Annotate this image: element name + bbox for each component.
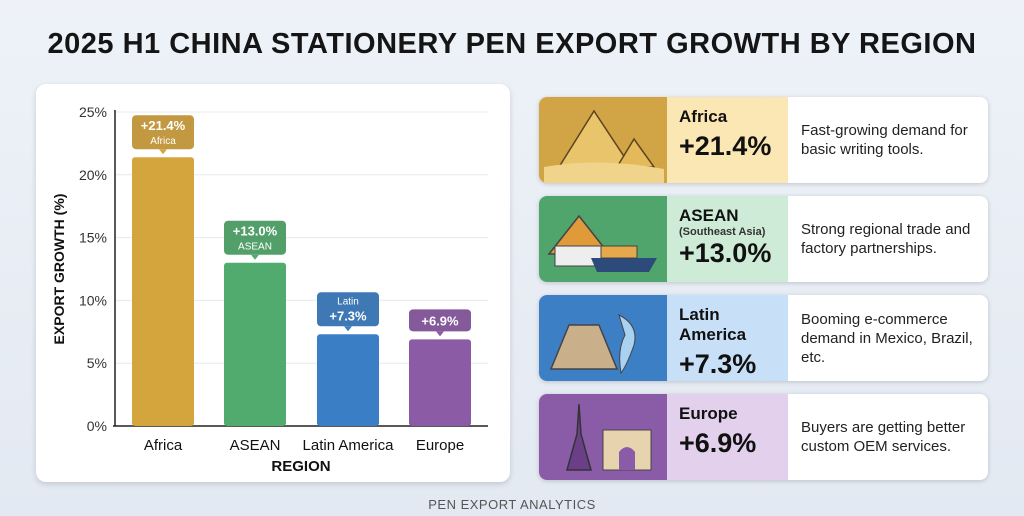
data-label-pointer (436, 331, 444, 337)
region-name: Europe (679, 404, 738, 423)
x-axis-title: REGION (271, 458, 330, 475)
data-label-pointer (344, 326, 352, 332)
region-card-europe: Europe +6.9% Buyers are getting better c… (539, 394, 988, 480)
data-label-sub: Latin (337, 296, 359, 307)
data-label-pointer (251, 254, 259, 260)
region-growth: +7.3% (679, 349, 757, 379)
region-growth: +6.9% (679, 428, 757, 458)
bar-africa (132, 157, 194, 426)
y-tick-label: 25% (79, 104, 107, 120)
y-axis-title: EXPORT GROWTH (%) (51, 194, 67, 345)
region-value-panel: Latin America +7.3% (667, 295, 788, 381)
x-tick-label: Africa (144, 437, 183, 454)
y-tick-label: 10% (79, 292, 107, 308)
mayan-pyramid-icon (539, 295, 667, 381)
data-label-box (409, 309, 471, 332)
temple-ship-icon (539, 196, 667, 282)
region-description: Booming e-commerce demand in Mexico, Bra… (801, 310, 973, 366)
eiffel-arc-icon (539, 394, 667, 480)
y-tick-label: 20% (79, 167, 107, 183)
region-card-asean: ASEAN (Southeast Asia) +13.0% Strong reg… (539, 196, 988, 282)
page-title: 2025 H1 CHINA STATIONERY PEN EXPORT GROW… (47, 28, 977, 60)
bar-asean (224, 262, 286, 426)
region-description: Fast-growing demand for basic writing to… (801, 122, 968, 158)
region-value-panel: Europe +6.9% (667, 394, 788, 480)
region-value-panel: Africa +21.4% (667, 97, 788, 183)
x-tick-label: Latin America (303, 437, 395, 454)
y-tick-label: 0% (87, 418, 107, 434)
y-tick-label: 5% (87, 355, 107, 371)
data-label-value: +21.4% (141, 118, 186, 133)
pyramids-icon (539, 97, 667, 183)
region-value-panel: ASEAN (Southeast Asia) +13.0% (667, 196, 788, 282)
footer: PEN EXPORT ANALYTICS (428, 497, 596, 512)
bar-latin-america (317, 334, 379, 426)
data-label-sub: Africa (150, 136, 176, 147)
region-description: Buyers are getting better custom OEM ser… (801, 419, 966, 455)
bar-europe (409, 339, 471, 426)
region-growth: +13.0% (679, 238, 772, 268)
data-label-pointer (159, 149, 167, 155)
data-label-value: +6.9% (421, 313, 459, 328)
y-tick-label: 15% (79, 230, 107, 246)
data-label-box (317, 292, 379, 327)
region-name: Africa (679, 107, 728, 126)
data-label-value: +13.0% (233, 224, 278, 239)
data-label-box (132, 115, 194, 150)
data-label-sub: ASEAN (238, 242, 272, 253)
data-label-box (224, 220, 286, 255)
region-subtitle: (Southeast Asia) (679, 226, 766, 238)
x-tick-label: Europe (416, 437, 464, 454)
x-tick-label: ASEAN (230, 437, 281, 454)
region-name: Latin America (679, 305, 747, 344)
region-name: ASEAN (679, 206, 739, 225)
region-card-latin-america: Latin America +7.3% Booming e-commerce d… (539, 295, 988, 381)
data-label-value: +7.3% (329, 308, 367, 323)
region-card-africa: Africa +21.4% Fast-growing demand for ba… (539, 97, 988, 183)
region-description: Strong regional trade and factory partne… (801, 221, 971, 257)
region-growth: +21.4% (679, 131, 772, 161)
